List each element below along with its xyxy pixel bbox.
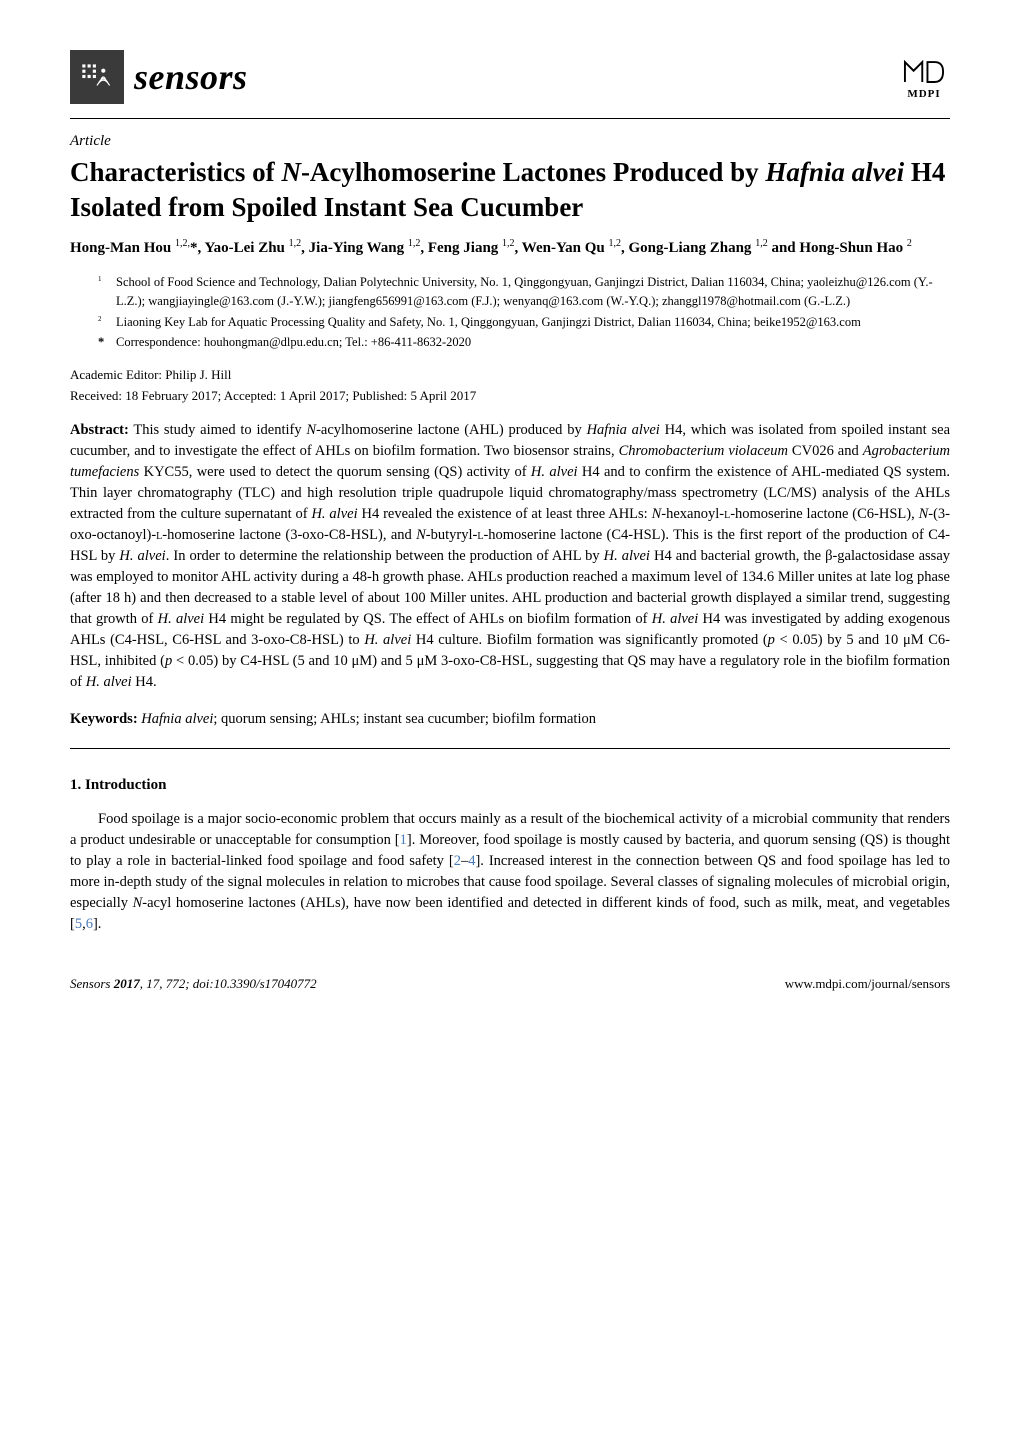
abstract-block: Abstract: This study aimed to identify N… [70,420,950,693]
journal-header: sensors MDPI [70,50,950,104]
academic-editor: Academic Editor: Philip J. Hill [70,366,950,385]
correspondence-row: * Correspondence: houhongman@dlpu.edu.cn… [98,333,950,352]
footer-url: www.mdpi.com/journal/sensors [785,975,950,994]
keywords-block: Keywords: Hafnia alvei; quorum sensing; … [70,709,950,730]
affiliations-block: 1 School of Food Science and Technology,… [70,273,950,353]
citation-link[interactable]: 1 [400,832,407,848]
citation-link[interactable]: 5 [75,916,82,932]
article-title: Characteristics of N-Acylhomoserine Lact… [70,155,950,225]
section-heading: 1. Introduction [70,775,950,797]
authors-list: Hong-Man Hou 1,2,*, Yao-Lei Zhu 1,2, Jia… [70,237,950,259]
article-dates: Received: 18 February 2017; Accepted: 1 … [70,387,950,406]
header-rule [70,118,950,119]
intro-paragraph: Food spoilage is a major socio-economic … [70,809,950,935]
page-footer: Sensors 2017, 17, 772; doi:10.3390/s1704… [70,975,950,994]
affiliation-row: 2 Liaoning Key Lab for Aquatic Processin… [98,313,950,332]
citation-link[interactable]: 2 [454,853,461,869]
publisher-logo-block: MDPI [898,51,950,103]
citation-link[interactable]: 6 [86,916,93,932]
mdpi-logo-icon [898,51,950,87]
publisher-name: MDPI [907,87,940,103]
journal-name: sensors [134,51,248,103]
keywords-label: Keywords: [70,711,138,727]
abstract-label: Abstract: [70,422,129,438]
keywords-rule [70,748,950,749]
article-type: Article [70,131,950,153]
affiliation-row: 1 School of Food Science and Technology,… [98,273,950,312]
journal-logo-block: sensors [70,50,248,104]
footer-citation: Sensors 2017, 17, 772; doi:10.3390/s1704… [70,975,317,994]
sensors-logo-icon [70,50,124,104]
